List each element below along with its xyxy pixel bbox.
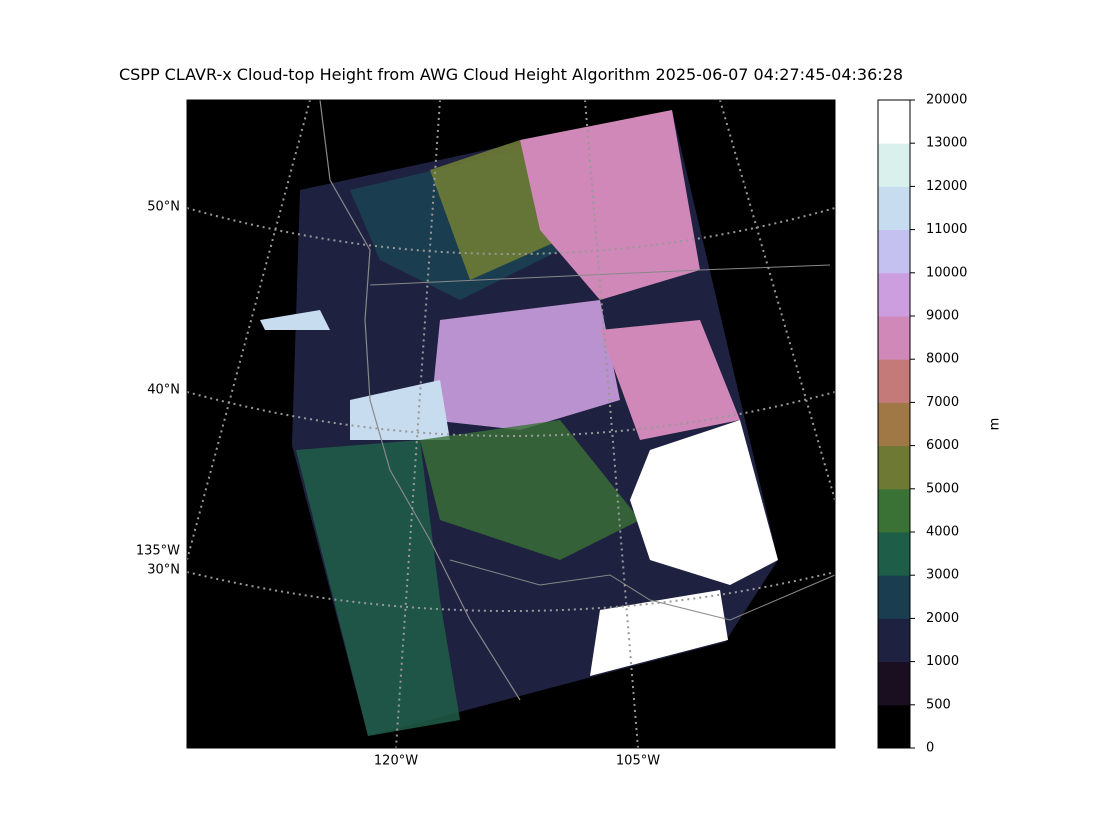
colorbar-tick-label: 6000 [926,438,959,453]
border [369,264,831,286]
colorbar-bin [878,186,910,231]
graticule [186,99,836,749]
cloud-high [600,320,740,440]
colorbar-bin [878,704,910,749]
map-frame [186,99,836,749]
colorbar-bin [878,229,910,274]
lat-label: 40°N [147,383,180,398]
coastline [319,99,521,701]
colorbar-tick-label: 9000 [926,309,959,324]
colorbar-bin [878,532,910,576]
colorbar-frame [877,99,911,749]
colorbar-bin [878,143,910,187]
title: CSPP CLAVR-x Cloud-top Height from AWG C… [119,65,903,84]
colorbar-bin [878,618,910,663]
colorbar-tick-label: 11000 [926,222,967,237]
colorbar-bin [878,402,910,447]
colorbar-tick-label: 7000 [926,395,959,410]
cloud-mid [430,140,560,280]
lat-label: 30°N [147,563,180,578]
lon-label: 105°W [616,754,660,769]
colorbar-tick-label: 8000 [926,352,959,367]
colorbar-tick-label: 13000 [926,136,967,151]
map [186,99,836,749]
colorbar-label: m [988,418,1003,431]
colorbar-tick-label: 12000 [926,179,967,194]
colorbar-tick-label: 500 [926,697,951,712]
colorbar-bin [878,272,910,317]
colorbar-bin [878,316,910,360]
cloud-top [590,590,728,676]
colorbar-tick-label: 2000 [926,611,959,626]
lon-label: 120°W [374,754,418,769]
colorbar-tick-label: 3000 [926,568,959,583]
cloud-low [296,440,460,736]
cloud-high [520,110,700,300]
colorbar-tick-label: 1000 [926,654,959,669]
colorbar-bin [878,575,910,619]
colorbar-tick-label: 0 [926,741,934,756]
cloud-high [430,300,620,430]
cloud-high [350,380,450,440]
border [449,559,836,621]
colorbar-bin [878,661,910,706]
colorbar-bin [878,445,910,490]
colorbar: 0 500 1000 2000 3000 4000 5000 6000 7000 8000 9000… [877,93,967,756]
colorbar-tick-label: 20000 [926,93,967,108]
lat-label: 50°N [147,200,180,215]
lon-label: 135°W [136,544,180,559]
colorbar-bin [878,100,910,144]
colorbar-bin [878,488,910,533]
cloud-mid [420,420,640,560]
colorbar-tick-label: 10000 [926,265,967,280]
colorbar-tick-label: 5000 [926,481,959,496]
cloud-high [260,310,330,330]
colorbar-tick-label: 4000 [926,525,959,540]
cloud-top [630,420,778,585]
colorbar-bin [878,359,910,403]
